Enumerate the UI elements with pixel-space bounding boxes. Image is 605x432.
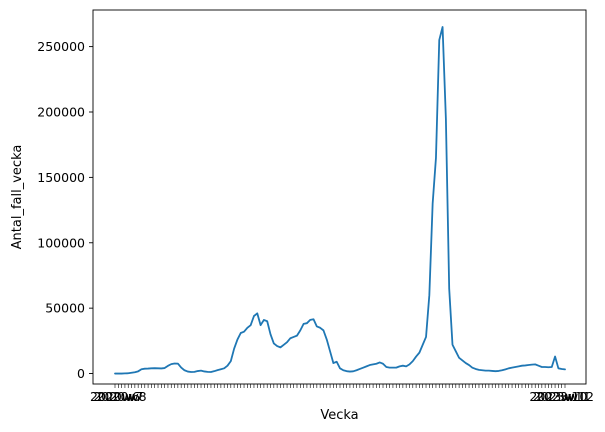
x-tick-label: 2023w12 (536, 389, 594, 404)
x-axis-label: Vecka (320, 408, 358, 423)
x-tick-label: 2020w6 (90, 389, 140, 404)
x-tick-label: 2020w8 (97, 389, 147, 404)
y-axis: 0 50000 100000 150000 200000 250000 (37, 39, 93, 381)
y-tick-label: 200000 (37, 105, 85, 120)
plot-area (114, 26, 566, 375)
x-tick-label: 2020w7 (93, 389, 143, 404)
x-tick-label: 2023w11 (533, 389, 591, 404)
y-tick-label: 0 (77, 366, 85, 381)
x-tick-label: 2023w10 (529, 389, 587, 404)
x-axis (114, 384, 566, 388)
y-tick-label: 100000 (37, 235, 85, 250)
series-line (114, 26, 566, 375)
y-axis-label: Antal_fall_vecka (10, 145, 25, 250)
axes-frame (92, 9, 587, 385)
y-tick-label: 150000 (37, 170, 85, 185)
y-tick-label: 250000 (37, 39, 85, 54)
y-tick-label: 50000 (45, 301, 85, 316)
